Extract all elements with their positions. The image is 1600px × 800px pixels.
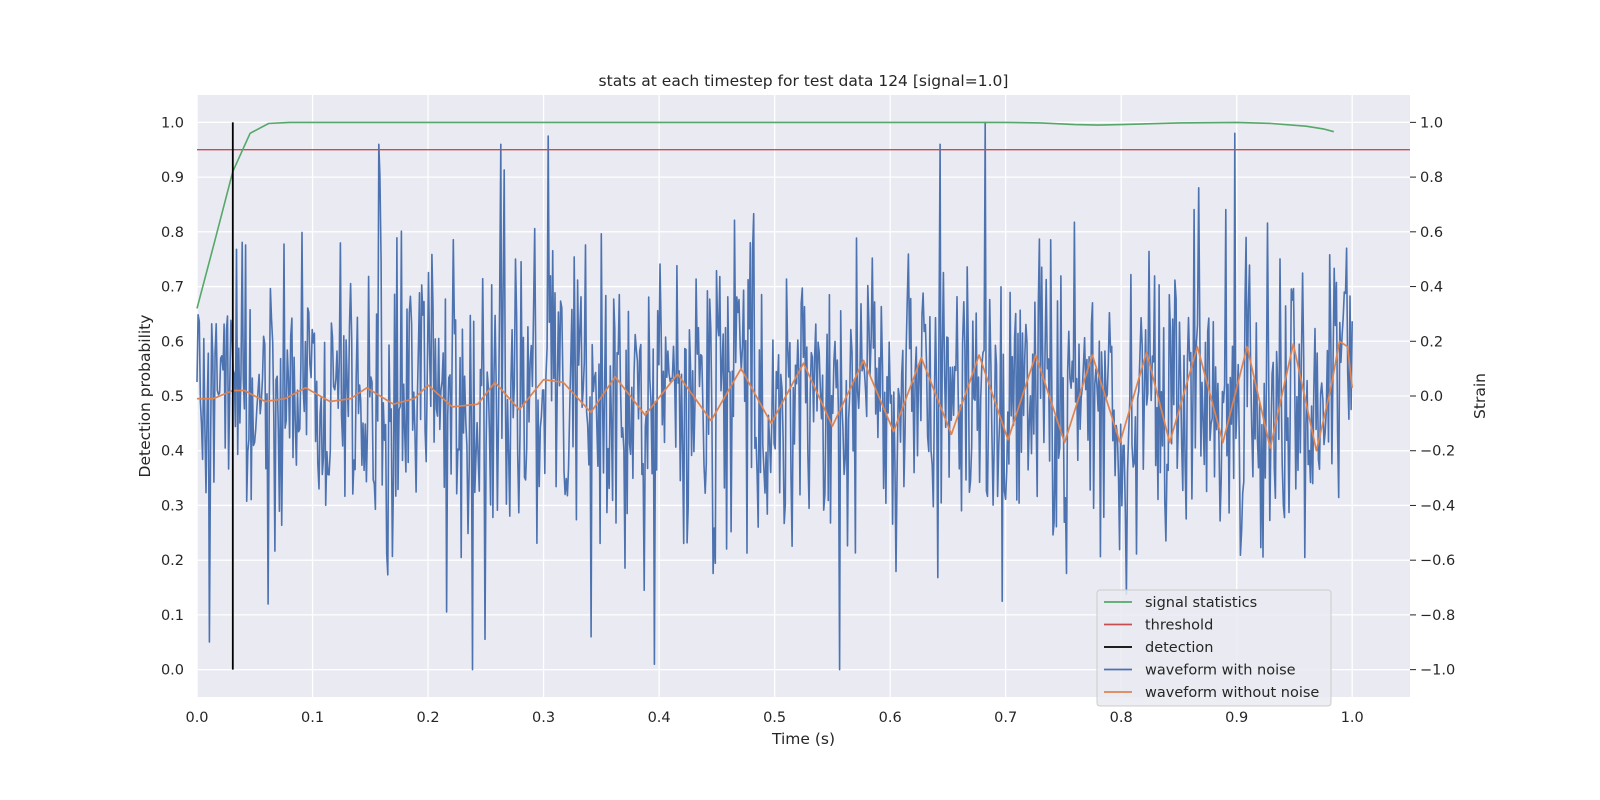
chart-title: stats at each timestep for test data 124… bbox=[599, 72, 1009, 90]
series-waveform-without-noise bbox=[197, 340, 1354, 452]
y-tick-label-right: −0.2 bbox=[1420, 444, 1455, 460]
x-tick-label: 0.0 bbox=[185, 710, 208, 726]
x-axis-label: Time (s) bbox=[771, 730, 835, 748]
y-tick-label-left: 0.8 bbox=[161, 225, 184, 241]
y-tick-label-left: 0.4 bbox=[161, 444, 184, 460]
y-tick-label-right: 0.6 bbox=[1420, 225, 1443, 241]
x-tick-label: 0.8 bbox=[1110, 710, 1133, 726]
x-tick-label: 0.6 bbox=[879, 710, 902, 726]
y-tick-label-left: 0.0 bbox=[161, 663, 184, 679]
y-tick-label-right: −1.0 bbox=[1420, 663, 1455, 679]
x-tick-label: 0.9 bbox=[1225, 710, 1248, 726]
y-tick-label-right: 0.4 bbox=[1420, 280, 1443, 296]
y-tick-label-right: 0.0 bbox=[1420, 389, 1443, 405]
y-tick-label-left: 0.2 bbox=[161, 553, 184, 569]
y-tick-label-right: −0.6 bbox=[1420, 553, 1455, 569]
series-signal-statistics bbox=[196, 121, 1335, 309]
legend-label: threshold bbox=[1145, 618, 1213, 634]
legend-label: waveform without noise bbox=[1145, 685, 1319, 701]
x-tick-label: 1.0 bbox=[1341, 710, 1364, 726]
legend-label: detection bbox=[1145, 640, 1213, 656]
x-tick-label: 0.2 bbox=[417, 710, 440, 726]
x-tick-label: 0.5 bbox=[763, 710, 786, 726]
ticks: 0.0 0.1 0.2 0.3 0.4 0.5 0.6 0.7 0.8 0.9 1.0 0.0 0.1 0… bbox=[161, 115, 1455, 726]
series-layer bbox=[196, 121, 1410, 671]
y-tick-label-right: 0.8 bbox=[1420, 170, 1443, 186]
y-tick-label-left: 0.6 bbox=[161, 334, 184, 350]
y-tick-label-left: 0.9 bbox=[161, 170, 184, 186]
legend-label: signal statistics bbox=[1145, 595, 1257, 611]
y-tick-label-right: −0.8 bbox=[1420, 608, 1455, 624]
y-tick-label-right: 1.0 bbox=[1420, 115, 1443, 131]
y-tick-label-left: 0.5 bbox=[161, 389, 184, 405]
y-tick-label-left: 0.7 bbox=[161, 280, 184, 296]
x-tick-label: 0.3 bbox=[532, 710, 555, 726]
x-tick-label: 0.4 bbox=[648, 710, 671, 726]
x-tick-label: 0.1 bbox=[301, 710, 324, 726]
legend-box bbox=[1096, 589, 1332, 707]
y-tick-label-left: 0.1 bbox=[161, 608, 184, 624]
x-tick-label: 0.7 bbox=[994, 710, 1017, 726]
series-waveform-with-noise bbox=[196, 121, 1353, 671]
y-axis-label-right: Strain bbox=[1471, 373, 1489, 419]
y-tick-label-left: 1.0 bbox=[161, 115, 184, 131]
y-tick-label-right: −0.4 bbox=[1420, 498, 1455, 514]
legend: signal statistics threshold detection wavef… bbox=[1096, 589, 1332, 707]
y-tick-label-left: 0.3 bbox=[161, 498, 184, 514]
y-tick-label-right: 0.2 bbox=[1420, 334, 1443, 350]
legend-label: waveform with noise bbox=[1145, 663, 1296, 679]
y-axis-label-left: Detection probability bbox=[136, 315, 154, 478]
